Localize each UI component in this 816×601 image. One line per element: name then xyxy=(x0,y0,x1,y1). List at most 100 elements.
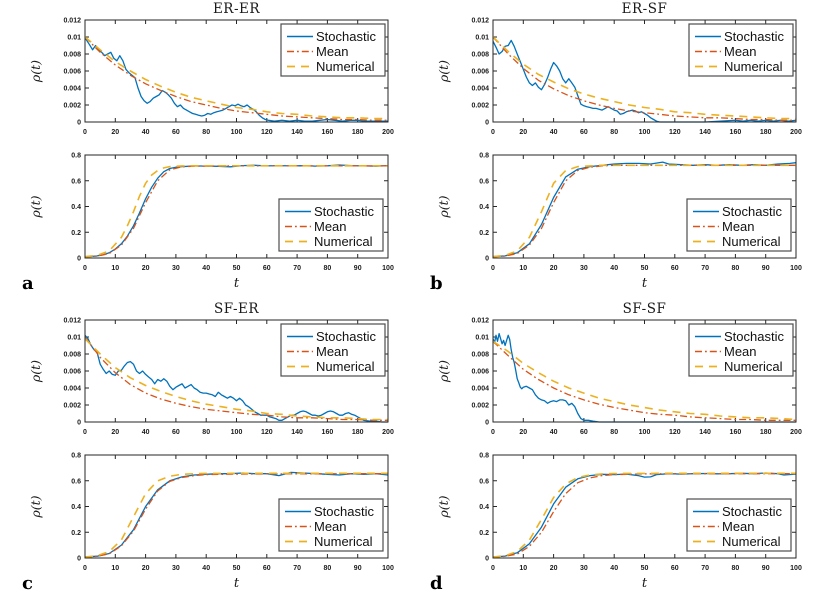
svg-text:200: 200 xyxy=(790,129,802,136)
svg-text:SF-SF: SF-SF xyxy=(623,301,667,317)
svg-text:40: 40 xyxy=(142,429,150,436)
svg-text:Mean: Mean xyxy=(316,344,349,359)
svg-text:160: 160 xyxy=(730,429,742,436)
svg-text:0.2: 0.2 xyxy=(479,230,489,237)
svg-text:ER-ER: ER-ER xyxy=(213,1,260,17)
svg-text:40: 40 xyxy=(610,265,618,272)
chart-sf-sf-decay: 0 20 40 60 80 100 120 140 160 180 200 0 0.002 0.004 0.… xyxy=(436,301,802,436)
svg-text:0.004: 0.004 xyxy=(471,86,489,93)
svg-text:60: 60 xyxy=(172,129,180,136)
svg-text:50: 50 xyxy=(641,265,649,272)
svg-text:60: 60 xyxy=(580,129,588,136)
svg-text:10: 10 xyxy=(111,265,119,272)
svg-text:50: 50 xyxy=(233,565,241,572)
svg-text:100: 100 xyxy=(790,565,802,572)
svg-text:140: 140 xyxy=(291,129,303,136)
svg-text:Numerical: Numerical xyxy=(724,59,783,74)
svg-text:0.8: 0.8 xyxy=(479,453,489,460)
svg-text:Stochastic: Stochastic xyxy=(314,204,374,219)
svg-text:Numerical: Numerical xyxy=(314,534,373,549)
svg-text:80: 80 xyxy=(610,129,618,136)
svg-text:0.01: 0.01 xyxy=(67,35,81,42)
svg-text:120: 120 xyxy=(261,429,273,436)
svg-text:30: 30 xyxy=(172,565,180,572)
svg-text:0.008: 0.008 xyxy=(471,52,489,59)
svg-text:0.8: 0.8 xyxy=(71,153,81,160)
chart-er-er-decay: 0 20 40 60 80 100 120 140 160 180 200 0 0.002 0.004 0.… xyxy=(28,1,394,136)
svg-text:20: 20 xyxy=(550,565,558,572)
svg-text:0: 0 xyxy=(485,556,489,563)
svg-text:140: 140 xyxy=(699,429,711,436)
svg-text:180: 180 xyxy=(352,129,364,136)
svg-text:0.8: 0.8 xyxy=(479,153,489,160)
svg-text:Stochastic: Stochastic xyxy=(316,29,376,44)
svg-text:80: 80 xyxy=(610,429,618,436)
svg-text:0: 0 xyxy=(77,256,81,263)
svg-text:100: 100 xyxy=(382,565,394,572)
svg-text:40: 40 xyxy=(550,129,558,136)
svg-text:20: 20 xyxy=(142,565,150,572)
svg-text:100: 100 xyxy=(639,129,651,136)
svg-text:0.6: 0.6 xyxy=(71,478,81,485)
svg-text:0.4: 0.4 xyxy=(479,504,489,511)
svg-text:Numerical: Numerical xyxy=(724,359,783,374)
svg-text:t: t xyxy=(234,276,240,291)
svg-text:80: 80 xyxy=(324,565,332,572)
svg-text:0: 0 xyxy=(491,265,495,272)
svg-text:160: 160 xyxy=(322,429,334,436)
svg-text:200: 200 xyxy=(382,429,394,436)
panel-label-d: d xyxy=(430,573,443,594)
svg-text:80: 80 xyxy=(202,429,210,436)
svg-text:0.006: 0.006 xyxy=(471,369,489,376)
svg-text:Mean: Mean xyxy=(724,44,757,59)
svg-text:ρ(t): ρ(t) xyxy=(436,195,451,218)
svg-text:0.002: 0.002 xyxy=(63,103,81,110)
svg-text:100: 100 xyxy=(382,265,394,272)
svg-text:20: 20 xyxy=(111,429,119,436)
svg-text:0.6: 0.6 xyxy=(71,178,81,185)
svg-text:ρ(t): ρ(t) xyxy=(28,60,43,83)
panel-d: 0 20 40 60 80 100 120 140 160 180 200 0 0.002 0.004 0.… xyxy=(408,300,816,600)
svg-text:140: 140 xyxy=(291,429,303,436)
panel-b: 0 20 40 60 80 100 120 140 160 180 200 0 0.002 0.004 0.… xyxy=(408,0,816,300)
svg-text:0: 0 xyxy=(491,129,495,136)
svg-text:20: 20 xyxy=(519,129,527,136)
svg-text:0.4: 0.4 xyxy=(479,204,489,211)
svg-text:0.4: 0.4 xyxy=(71,504,81,511)
svg-text:0.01: 0.01 xyxy=(475,335,489,342)
svg-text:0.012: 0.012 xyxy=(63,318,81,325)
svg-text:0.012: 0.012 xyxy=(471,318,489,325)
svg-text:40: 40 xyxy=(202,565,210,572)
svg-text:ρ(t): ρ(t) xyxy=(436,360,451,383)
svg-text:30: 30 xyxy=(580,265,588,272)
svg-text:180: 180 xyxy=(760,129,772,136)
chart-er-sf-rise: 0 10 20 30 40 50 60 70 80 90 100 0 0.2 0.4 0.6 0.8 ρ(t) t… xyxy=(436,153,802,292)
svg-text:0: 0 xyxy=(77,120,81,127)
svg-text:0.006: 0.006 xyxy=(63,69,81,76)
svg-text:60: 60 xyxy=(263,265,271,272)
chart-sf-er-rise: 0 10 20 30 40 50 60 70 80 90 100 0 0.2 0.4 0.6 0.8 ρ(t) t… xyxy=(28,453,394,592)
svg-text:0: 0 xyxy=(83,265,87,272)
svg-text:100: 100 xyxy=(231,429,243,436)
svg-text:30: 30 xyxy=(580,565,588,572)
svg-text:t: t xyxy=(642,276,648,291)
svg-text:50: 50 xyxy=(233,265,241,272)
svg-text:100: 100 xyxy=(231,129,243,136)
svg-text:20: 20 xyxy=(111,129,119,136)
svg-text:0: 0 xyxy=(491,565,495,572)
svg-text:0: 0 xyxy=(485,120,489,127)
svg-text:120: 120 xyxy=(261,129,273,136)
svg-text:0.2: 0.2 xyxy=(71,230,81,237)
svg-text:120: 120 xyxy=(669,429,681,436)
svg-text:0.008: 0.008 xyxy=(63,352,81,359)
svg-text:40: 40 xyxy=(202,265,210,272)
svg-text:60: 60 xyxy=(580,429,588,436)
svg-text:SF-ER: SF-ER xyxy=(214,301,259,317)
svg-text:20: 20 xyxy=(519,429,527,436)
panel-c: 0 20 40 60 80 100 120 140 160 180 200 0 0.002 0.004 0.… xyxy=(0,300,408,600)
svg-text:Numerical: Numerical xyxy=(316,59,375,74)
svg-text:0.012: 0.012 xyxy=(471,18,489,25)
svg-text:0.2: 0.2 xyxy=(71,530,81,537)
chart-er-sf-decay: 0 20 40 60 80 100 120 140 160 180 200 0 0.002 0.004 0.… xyxy=(436,1,802,136)
svg-text:0.2: 0.2 xyxy=(479,530,489,537)
